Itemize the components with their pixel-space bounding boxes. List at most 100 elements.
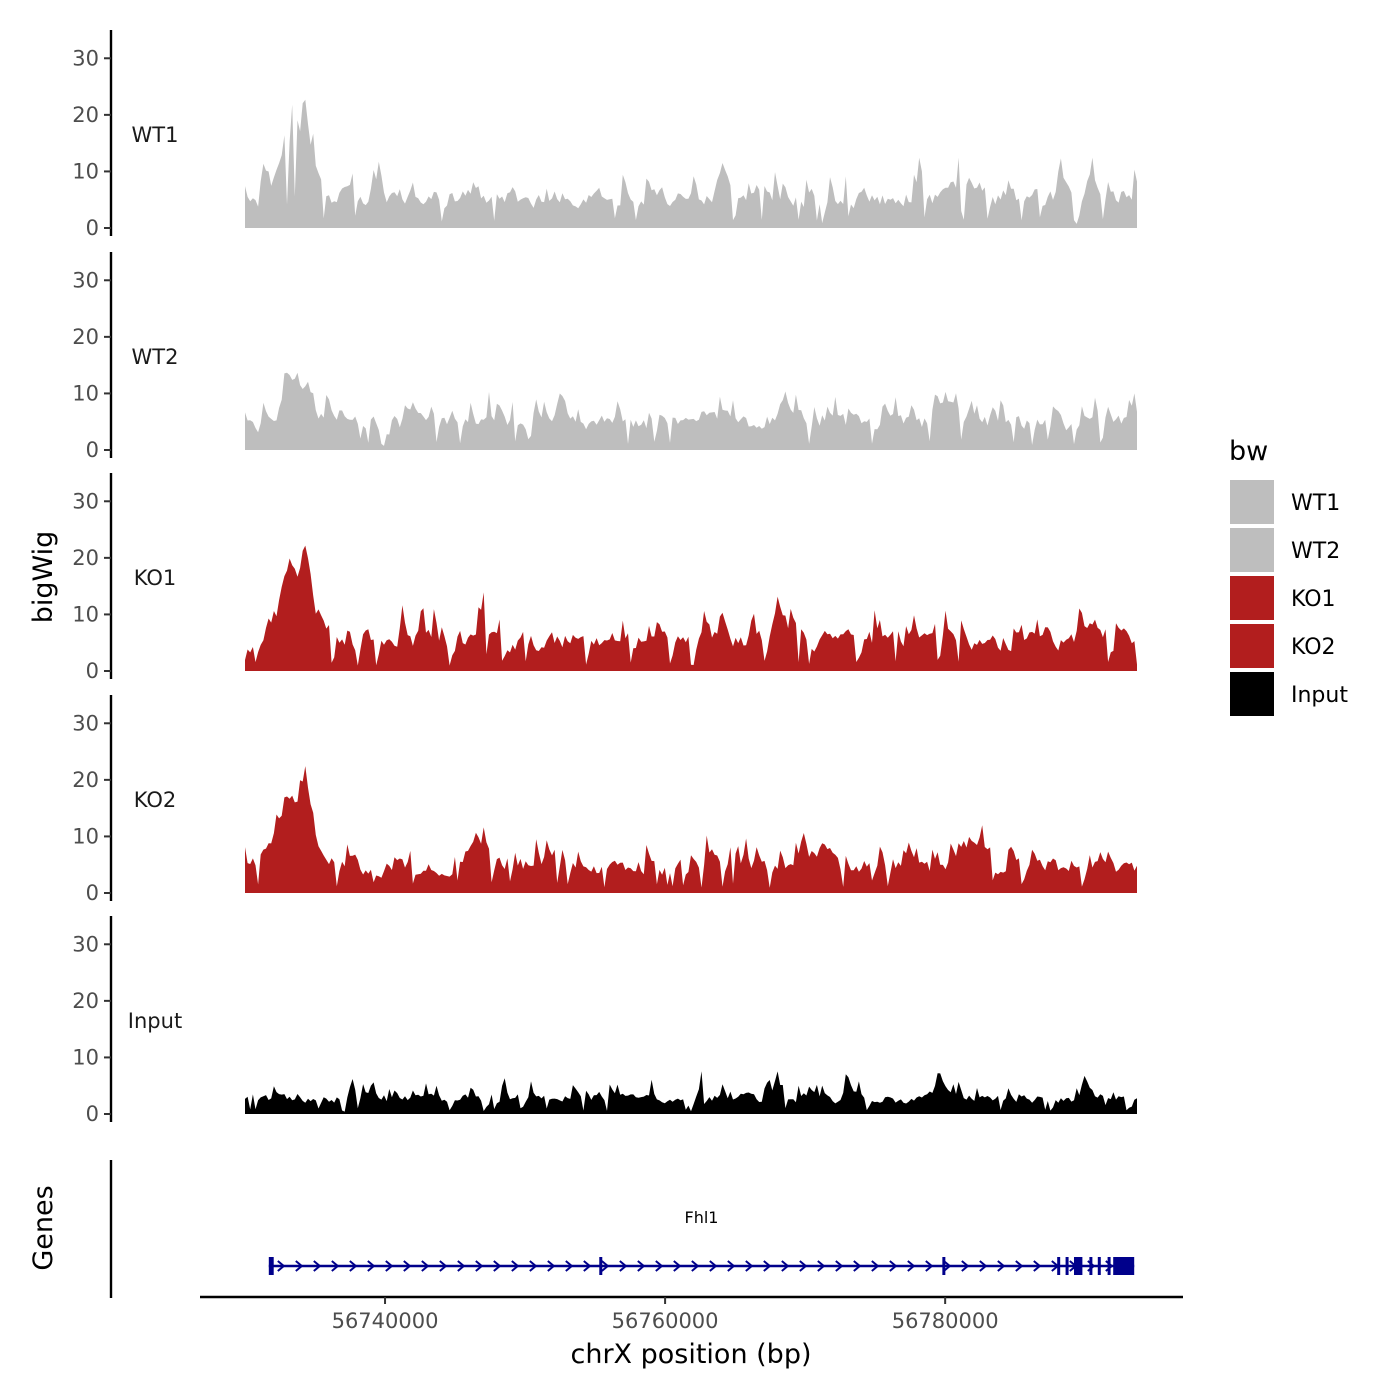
coverage-area-ko2 [245,766,1137,893]
legend-label: KO2 [1291,635,1336,660]
gene-exon [1097,1257,1101,1275]
strand-arrow [403,1260,412,1272]
gene-exon [1089,1257,1093,1275]
track-ko1: 0 10 20 30 KO1 [72,473,1137,683]
coverage-area-wt1 [245,99,1137,228]
track-label-wt2: WT2 [132,345,179,369]
strand-arrow [367,1260,376,1272]
gene-name-label: Fhl1 [685,1208,719,1227]
strand-arrow [727,1260,736,1272]
legend-swatch [1230,480,1274,524]
strand-arrow [619,1260,628,1272]
legend-title: bw [1229,436,1268,467]
legend-label: KO1 [1291,587,1336,612]
strand-arrow [979,1260,988,1272]
strand-arrow [763,1260,772,1272]
legend-swatch [1230,672,1274,716]
y-tick-label: 0 [86,216,99,240]
strand-arrow [835,1260,844,1272]
y-tick-label: 10 [72,602,99,626]
strand-arrow [295,1260,304,1272]
strand-arrow [907,1260,916,1272]
strand-arrow [943,1260,952,1272]
strand-arrow [925,1260,934,1272]
gene-exon [1107,1257,1111,1275]
track-label-ko1: KO1 [134,566,177,590]
x-tick-label: 56780000 [892,1309,999,1333]
strand-arrow [853,1260,862,1272]
strand-arrow [475,1260,484,1272]
strand-arrow [673,1260,682,1272]
strand-arrow [637,1260,646,1272]
x-tick-label: 56740000 [332,1309,439,1333]
x-tick-label: 56760000 [612,1309,719,1333]
legend-swatch [1230,576,1274,620]
y-tick-label: 0 [86,659,99,683]
track-label-wt1: WT1 [132,123,179,147]
track-label-ko2: KO2 [134,788,177,812]
strand-arrow [385,1260,394,1272]
strand-arrow [331,1260,340,1272]
strand-arrow [277,1260,286,1272]
coverage-area-wt2 [245,372,1137,450]
y-tick-label: 20 [72,768,99,792]
legend-item-ko1: KO1 [1230,576,1336,620]
y-tick-label: 10 [72,824,99,848]
track-wt1: 0 10 20 30 WT1 [72,30,1137,240]
coverage-tracks: 0 10 20 30 WT1 0 10 20 30 WT2 0 10 20 30 KO1 0 10 20 30 KO2… [72,30,1137,1126]
strand-arrow [709,1260,718,1272]
gene-exon [1057,1257,1061,1275]
y-tick-label: 20 [72,546,99,570]
gene-annotation-panel: Genes Fhl1 [28,1160,1135,1298]
strand-arrow [1015,1260,1024,1272]
strand-arrow [961,1260,970,1272]
strand-arrow [871,1260,880,1272]
coverage-area-input [245,1071,1137,1114]
y-axis-title: bigWig [28,531,59,624]
strand-arrow [799,1260,808,1272]
legend-item-wt2: WT2 [1230,528,1340,572]
y-tick-label: 30 [72,268,99,292]
legend-items: WT1 WT2 KO1 KO2 Input [1230,480,1348,716]
legend-label: WT2 [1291,539,1340,564]
strand-arrow [997,1260,1006,1272]
gene-exon [942,1257,946,1275]
legend-label: Input [1291,683,1348,708]
y-tick-label: 30 [72,46,99,70]
strand-arrow [565,1260,574,1272]
y-tick-label: 10 [72,1045,99,1069]
legend-item-ko2: KO2 [1230,624,1336,668]
gene-model: Fhl1 [268,1208,1135,1275]
y-tick-label: 0 [86,1102,99,1126]
strand-arrow [421,1260,430,1272]
strand-arrow [439,1260,448,1272]
strand-arrow [889,1260,898,1272]
legend-swatch [1230,528,1274,572]
legend-swatch [1230,624,1274,668]
y-tick-label: 0 [86,438,99,462]
track-input: 0 10 20 30 Input [72,916,1137,1126]
y-tick-label: 10 [72,381,99,405]
strand-arrow [511,1260,520,1272]
strand-arrow [493,1260,502,1272]
x-axis: 56740000 56760000 56780000 chrX position (… [200,1295,1183,1370]
track-wt2: 0 10 20 30 WT2 [72,252,1137,462]
strand-arrow [583,1260,592,1272]
strand-arrow [781,1260,790,1272]
strand-arrow [601,1260,610,1272]
y-tick-label: 20 [72,325,99,349]
x-axis-title: chrX position (bp) [570,1339,811,1370]
legend-item-input: Input [1230,672,1348,716]
legend-label: WT1 [1291,491,1340,516]
coverage-area-ko1 [245,545,1137,671]
x-axis-ticks: 56740000 56760000 56780000 [332,1297,999,1333]
strand-arrow [349,1260,358,1272]
gene-exon [1113,1257,1135,1275]
y-tick-label: 20 [72,989,99,1013]
strand-arrow [547,1260,556,1272]
y-tick-label: 10 [72,159,99,183]
y-tick-label: 30 [72,489,99,513]
y-tick-label: 30 [72,711,99,735]
y-tick-label: 20 [72,103,99,127]
